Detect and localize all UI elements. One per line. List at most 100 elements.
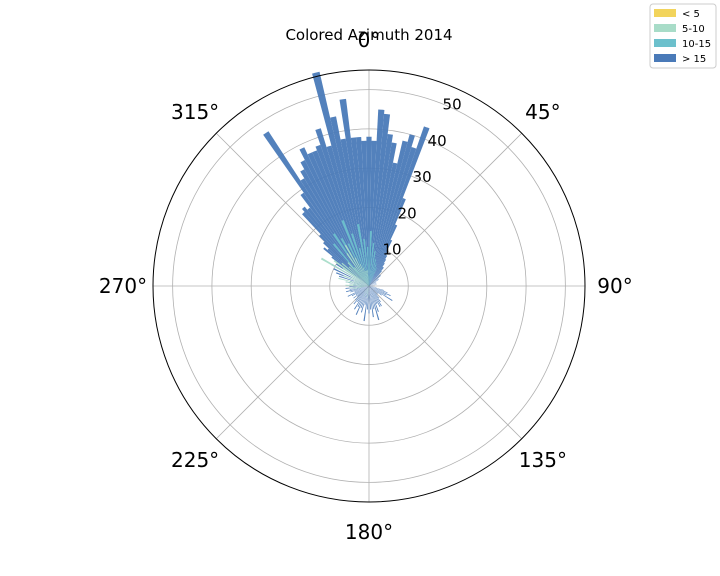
bar--15-332 [300, 160, 369, 286]
legend-swatch-1 [654, 24, 676, 32]
bar--15-324 [300, 192, 369, 286]
radial-label-20: 20 [398, 204, 417, 222]
bar-5-10-276 [349, 283, 369, 286]
bar--15-56 [369, 279, 379, 286]
radial-label-40: 40 [428, 132, 447, 150]
grid-spoke-45 [368, 132, 523, 287]
bar--15-348 [330, 116, 369, 287]
angle-label-0: 0° [358, 28, 381, 52]
bar--15-126 [369, 286, 382, 296]
bar--15-164 [369, 286, 380, 321]
bar-5-10-314 [348, 266, 369, 286]
bar--15-346 [312, 71, 369, 287]
bar--15-232 [353, 286, 369, 299]
bar--15-66 [369, 282, 377, 286]
bar--15-228 [357, 286, 369, 297]
bar-5-10-346 [364, 270, 369, 286]
bar--15-188 [363, 286, 369, 322]
bar-5-10-338 [359, 264, 369, 286]
bar-10-15-14 [369, 259, 377, 286]
bar--15-40 [369, 270, 382, 286]
bar-10-15-2 [369, 231, 372, 286]
chart-title: Colored Azimuth 2014 [285, 26, 452, 44]
bar-5-10-260 [353, 286, 369, 289]
angle-label-45: 45° [525, 100, 560, 124]
bar--15-122 [369, 286, 393, 301]
bar--15-160 [369, 286, 379, 312]
bar-5-10-304 [342, 267, 369, 286]
bar--15-16 [369, 134, 415, 286]
bar--15-144 [369, 286, 381, 303]
bar-10-15-18 [369, 263, 377, 286]
legend-label-3: > 15 [682, 54, 706, 65]
bar-5-10-306 [333, 260, 369, 286]
bar--15-256 [346, 286, 369, 293]
bar--15-176 [369, 286, 372, 310]
bar--15-308 [331, 256, 369, 286]
radial-label-50: 50 [443, 96, 462, 114]
legend-swatch-3 [654, 54, 676, 62]
bar--15-22 [369, 198, 406, 286]
legend-swatch-0 [654, 9, 676, 17]
bar-5-10-288 [353, 280, 369, 286]
bar--15-28 [369, 251, 389, 286]
bar--15-312 [327, 248, 369, 286]
bar--15-110 [369, 286, 388, 294]
legend-label-1: 5-10 [682, 24, 705, 35]
angle-label-180: 180° [345, 520, 393, 544]
angle-tick-labels: 0° 45° 90° 135° 180° 225° 270° 315° [99, 28, 633, 544]
bar-5-10-300 [320, 257, 369, 286]
angle-label-270: 270° [99, 274, 147, 298]
polar-outer-ring [152, 69, 586, 503]
legend-swatch-2 [654, 39, 676, 47]
angle-label-90: 90° [597, 274, 632, 298]
bar--15-118 [369, 286, 387, 296]
bar--15-4 [369, 109, 385, 286]
bar-5-10-264 [349, 286, 369, 289]
bar--15-252 [350, 286, 369, 293]
bar-5-10-216 [364, 286, 369, 293]
angle-label-315: 315° [171, 100, 219, 124]
bar-5-10-334 [354, 257, 369, 286]
bar--15-220 [353, 286, 369, 305]
bar--15-208 [357, 286, 369, 307]
bar--15-48 [369, 275, 381, 286]
bar-5-10-292 [343, 275, 369, 286]
grid-spoke-135 [368, 285, 523, 440]
bar--15-340 [315, 144, 369, 286]
bar--15-72 [369, 283, 377, 286]
bar--15-24 [369, 224, 398, 286]
bar--15-100 [369, 286, 377, 288]
bar--15-34 [369, 262, 385, 286]
bar--15-106 [369, 286, 385, 291]
bar--15-356 [355, 136, 369, 286]
bar--15-130 [369, 286, 379, 294]
bar--15-172 [369, 286, 374, 318]
bar--15-26 [369, 239, 393, 286]
bar--15-352 [339, 98, 369, 287]
legend-label-0: < 5 [682, 9, 700, 20]
bar-10-15-320 [332, 243, 369, 286]
bar-10-15-22 [369, 267, 377, 286]
bar--15-156 [369, 286, 378, 305]
radial-tick-labels: 10 20 30 40 50 [382, 96, 461, 259]
bar-5-10-330 [344, 244, 369, 286]
bar--15-336 [307, 152, 369, 286]
bar-5-10-272 [345, 284, 369, 286]
bar--15-152 [369, 286, 381, 307]
bar--15-180 [368, 286, 370, 314]
bar--15-212 [354, 286, 369, 310]
bar--15-20 [369, 126, 430, 286]
radial-label-10: 10 [382, 241, 401, 259]
bar-5-10-206 [363, 286, 369, 297]
bar-5-10-310 [341, 262, 369, 286]
bar--15-10 [369, 142, 397, 286]
bar--15-32 [369, 259, 387, 286]
bar--15-38 [369, 267, 384, 286]
bar--15-52 [369, 278, 379, 286]
bar--15-12 [369, 162, 398, 286]
bar--15-184 [366, 286, 369, 310]
angle-label-135: 135° [519, 448, 567, 472]
legend-label-2: 10-15 [682, 39, 711, 50]
